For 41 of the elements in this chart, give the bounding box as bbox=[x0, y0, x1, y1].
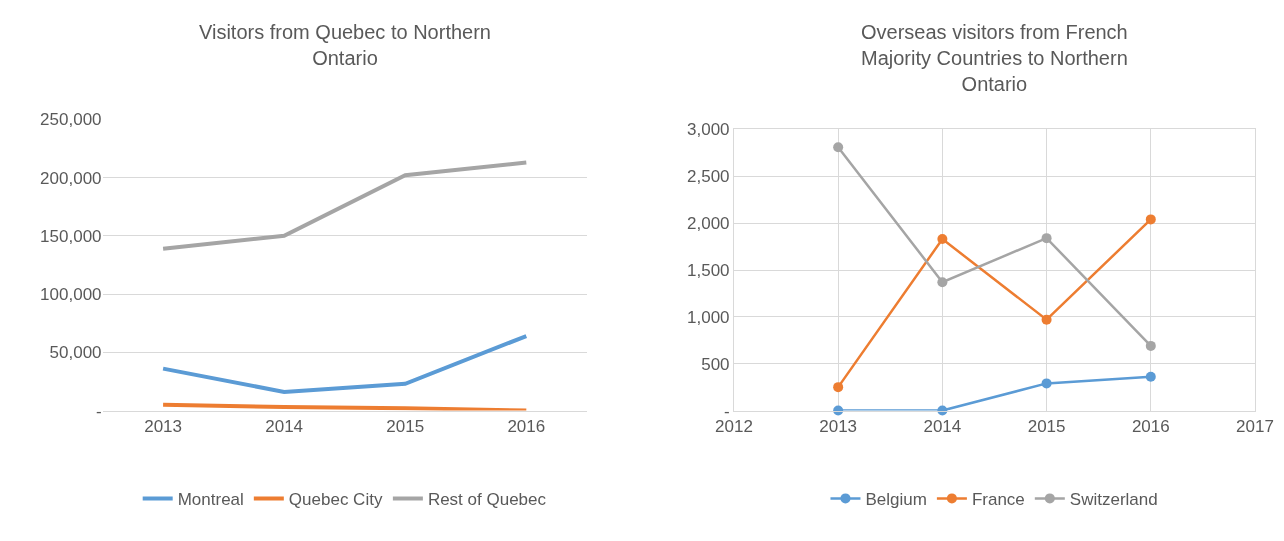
legend-label: Quebec City bbox=[288, 490, 383, 510]
point bbox=[1145, 371, 1156, 382]
x-tick-label: 2016 bbox=[507, 416, 546, 436]
point bbox=[937, 277, 948, 288]
x-tick-label: 2013 bbox=[144, 416, 182, 436]
y-tick-label: 2,000 bbox=[687, 214, 730, 234]
point bbox=[1041, 378, 1052, 389]
x-tick-label: 2017 bbox=[1236, 416, 1274, 436]
point bbox=[937, 234, 948, 245]
x-tick-label: 2014 bbox=[923, 416, 962, 436]
x-tick-label: 2014 bbox=[265, 416, 304, 436]
point bbox=[1145, 214, 1156, 225]
point bbox=[1041, 314, 1052, 325]
chart-title: Visitors from Quebec to Northern Ontario bbox=[199, 21, 491, 69]
line-series bbox=[161, 334, 529, 394]
point bbox=[1041, 233, 1052, 244]
y-tick-label: 1,000 bbox=[687, 307, 730, 327]
legend-label: Rest of Quebec bbox=[427, 490, 547, 510]
point bbox=[833, 382, 844, 393]
line-series bbox=[161, 160, 529, 251]
x-tick-label: 2015 bbox=[386, 416, 425, 436]
x-tick-label: 2016 bbox=[1131, 416, 1170, 436]
y-tick-label: 100,000 bbox=[40, 285, 102, 305]
x-tick-label: 2013 bbox=[819, 416, 858, 436]
point bbox=[833, 142, 844, 153]
y-tick-label: 3,000 bbox=[687, 120, 730, 140]
y-tick-label: 1,500 bbox=[687, 260, 730, 280]
y-tick-label: 200,000 bbox=[40, 168, 102, 188]
legend-label: Switzerland bbox=[1069, 490, 1158, 510]
y-tick-label: 250,000 bbox=[40, 110, 102, 130]
y-tick-label: 50,000 bbox=[49, 343, 102, 363]
chart-title: Overseas visitors from French Majority Countries to Northern Ontario bbox=[861, 21, 1128, 95]
y-tick-label: - bbox=[95, 401, 102, 421]
y-tick-label: 2,500 bbox=[687, 167, 730, 187]
y-tick-label: 500 bbox=[701, 354, 730, 374]
x-tick-label: 2015 bbox=[1027, 416, 1066, 436]
y-tick-label: 150,000 bbox=[40, 226, 102, 246]
point bbox=[1145, 340, 1156, 351]
legend-label: Montreal bbox=[177, 490, 244, 510]
legend-label: France bbox=[971, 490, 1025, 510]
legend-label: Belgium bbox=[865, 490, 927, 510]
